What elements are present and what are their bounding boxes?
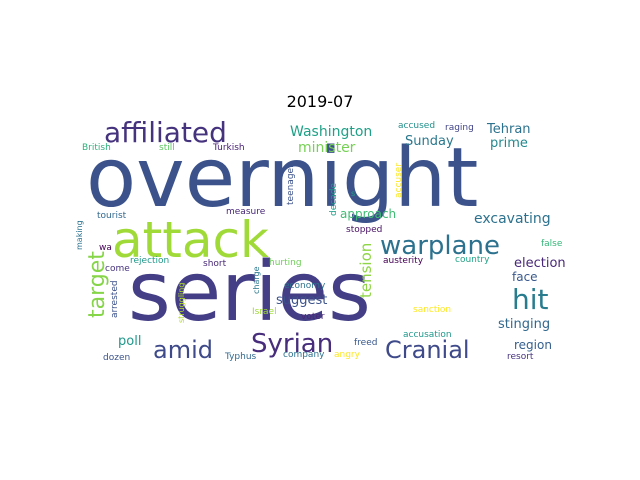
word-stopped: stopped: [346, 225, 382, 235]
word-come: come: [105, 264, 130, 274]
word-israel: Israel: [252, 307, 277, 317]
word-tension: tension: [357, 243, 375, 298]
word-target: target: [85, 251, 110, 318]
word-warplane: warplane: [380, 231, 500, 261]
word-country: country: [455, 255, 490, 265]
word-voter: voter: [301, 312, 325, 322]
word-freed: freed: [354, 338, 377, 348]
word-resort: resort: [507, 352, 534, 362]
word-attack: attack: [112, 211, 269, 269]
word-measure: measure: [226, 207, 266, 217]
word-washington: Washington: [290, 124, 372, 140]
word-amid: amid: [153, 336, 213, 364]
word-prime: prime: [490, 136, 528, 151]
word-s: s: [351, 189, 355, 198]
word-syrian: Syrian: [251, 329, 333, 359]
word-accuser: accuser: [394, 163, 404, 198]
word-affiliated: affiliated: [104, 116, 227, 149]
word-false: false: [541, 239, 563, 249]
word-sanction: sanction: [413, 305, 451, 315]
word-struggling: struggling: [177, 283, 186, 323]
word-excavating: excavating: [474, 211, 551, 227]
word-making: making: [75, 220, 84, 250]
word-company: company: [283, 350, 325, 360]
word-teenager: teenager: [286, 164, 296, 205]
word-face: face: [512, 270, 538, 284]
word-tourist: tourist: [97, 211, 127, 221]
word-turkish: Turkish: [212, 143, 245, 153]
word-approach: approach: [340, 207, 396, 221]
word-hurting: hurting: [269, 258, 302, 268]
word-arrested: arrested: [110, 280, 120, 318]
word-decade: decade: [329, 183, 339, 216]
word-typhus: Typhus: [224, 352, 257, 362]
word-raging: raging: [445, 123, 474, 133]
word-hit: hit: [512, 283, 549, 316]
word-charge: charge: [252, 266, 261, 294]
word-angry: angry: [334, 350, 361, 360]
word-series: series: [128, 245, 371, 340]
word-still: still: [159, 143, 175, 153]
word-short: short: [203, 259, 227, 269]
word-region: region: [514, 338, 552, 352]
word-dozen: dozen: [103, 353, 130, 363]
word-austerity: austerity: [383, 256, 424, 266]
word-sunday: Sunday: [405, 134, 454, 149]
word-british: British: [82, 143, 111, 153]
word-cranial: Cranial: [385, 336, 470, 364]
word-poll: poll: [118, 334, 141, 349]
word-minister: minister: [298, 140, 356, 156]
word-suggest: suggest: [276, 293, 327, 308]
word-overnight: overnight: [86, 131, 478, 226]
word-economy: economy: [284, 281, 326, 291]
word-rejection: rejection: [130, 256, 169, 266]
word-accused: accused: [398, 121, 435, 131]
word-wa: wa: [99, 243, 112, 253]
word-stinging: stinging: [498, 317, 550, 332]
word-tehran: Tehran: [486, 122, 531, 137]
word-accusation: accusation: [403, 330, 452, 340]
chart-title: 2019-07: [286, 92, 354, 111]
word-election: election: [514, 256, 566, 271]
